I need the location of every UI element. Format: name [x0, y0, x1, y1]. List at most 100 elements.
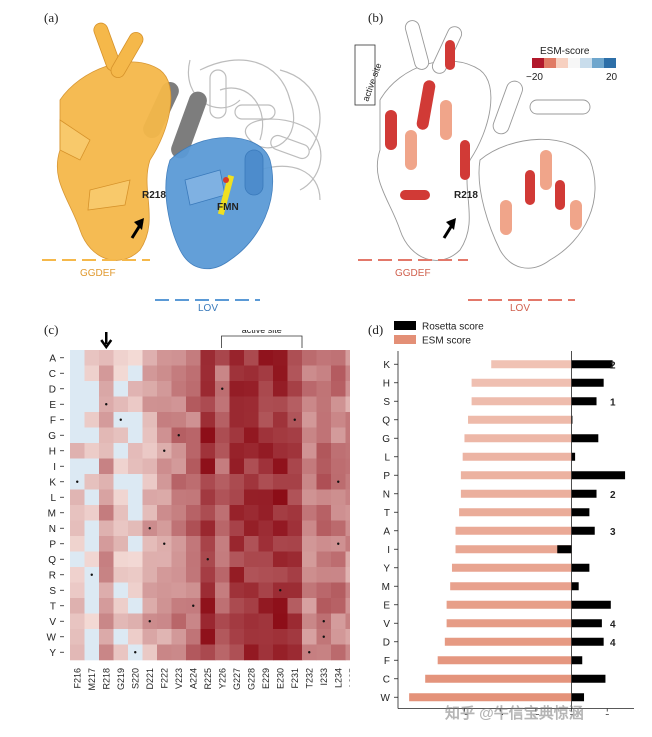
bar-annotation: 4 [610, 638, 616, 649]
heatmap-cell [316, 350, 332, 366]
heatmap-cell [142, 629, 158, 645]
heatmap-cell [229, 644, 245, 661]
heatmap-cell [70, 598, 85, 614]
bar-xtick-label: -2 [532, 713, 540, 716]
heatmap-cell [331, 613, 346, 630]
heatmap-cell [331, 582, 346, 599]
heatmap-dot [337, 480, 340, 483]
heatmap-cell [229, 613, 245, 630]
heatmap-cell [186, 520, 201, 537]
heatmap-cell [258, 489, 274, 506]
heatmap-cell [142, 582, 158, 599]
bar-chart: Rosetta score ESM score KHSQGLPNTAIYMEVDFC… [381, 321, 634, 716]
heatmap-cell [244, 505, 259, 521]
heatmap-cell [171, 644, 187, 661]
heatmap-cell [70, 551, 85, 568]
heatmap-cell [345, 350, 350, 366]
heatmap-cell [302, 613, 317, 630]
heatmap-cell [215, 396, 230, 413]
esm-bar [460, 471, 572, 480]
heatmap-cell [70, 613, 85, 630]
heatmap-xlabel: R225 [203, 668, 213, 690]
residue-label-a: R218 [142, 190, 166, 201]
heatmap-cell [345, 458, 350, 475]
heatmap-cell [157, 427, 172, 444]
heatmap-cell [84, 582, 100, 599]
heatmap-cell [200, 443, 216, 459]
heatmap-cell [113, 474, 129, 490]
heatmap-cell [84, 350, 100, 366]
heatmap-cell [157, 567, 172, 583]
heatmap-xlabel: F231 [290, 668, 300, 689]
heatmap-cell [99, 505, 114, 521]
esm-bar [471, 378, 572, 387]
rosetta-bar [571, 397, 597, 406]
b-red-patches [385, 40, 565, 210]
heatmap-cell [258, 381, 274, 397]
heatmap-cell [258, 629, 274, 645]
heatmap-cell [128, 396, 143, 413]
heatmap-xlabel: R218 [101, 668, 111, 690]
heatmap-cell [186, 613, 201, 630]
colorbar-title: ESM-score [540, 46, 590, 57]
heatmap-xlabel: G228 [246, 668, 256, 690]
heatmap-cell [244, 458, 259, 475]
heatmap-cell [345, 427, 350, 444]
heatmap-cell [142, 567, 158, 583]
heatmap-cell [142, 350, 158, 366]
rosetta-bar [571, 693, 585, 702]
panel-b-structure: active site R218 ESM-score −20 20 GGDEF [354, 20, 618, 301]
heatmap-cell [70, 443, 85, 459]
heatmap-cell [345, 365, 350, 382]
esm-bar [437, 656, 572, 665]
heatmap-cell [302, 598, 317, 614]
heatmap-cell [99, 582, 114, 599]
rosetta-bar [571, 434, 599, 443]
heatmap-cell [258, 567, 274, 583]
heatmap-cell [171, 505, 187, 521]
ggdef-label-b: GGDEF [395, 268, 431, 279]
heatmap-cell [171, 629, 187, 645]
heatmap-cell [244, 350, 259, 366]
heatmap-cell [99, 458, 114, 475]
heatmap-cell [244, 613, 259, 630]
heatmap-cell [244, 629, 259, 645]
bar-annotation: 2 [610, 360, 616, 371]
heatmap-xlabel: I233 [319, 668, 329, 686]
heatmap-cell [287, 505, 303, 521]
heatmap-cell [99, 474, 114, 490]
heatmap-cell [331, 365, 346, 382]
heatmap-cell [142, 412, 158, 428]
heatmap-cell [157, 644, 172, 661]
heatmap-cell [316, 582, 332, 599]
esm-bar [468, 415, 572, 424]
heatmap-cell [331, 567, 346, 583]
heatmap-cell [244, 474, 259, 490]
heatmap-ylabel: K [49, 477, 56, 488]
heatmap-cell [331, 458, 346, 475]
arrow-icon [130, 218, 144, 239]
heatmap-cell [244, 489, 259, 506]
heatmap-cell [316, 505, 332, 521]
heatmap-cell [142, 458, 158, 475]
down-arrow-icon [100, 332, 113, 350]
heatmap-cell [142, 365, 158, 382]
heatmap-cell [273, 489, 288, 506]
heatmap-cell [171, 474, 187, 490]
heatmap-cell [113, 427, 129, 444]
colorbar-max: 20 [606, 72, 618, 83]
heatmap-cell [345, 412, 350, 428]
heatmap-cell [99, 381, 114, 397]
heatmap-cell [215, 520, 230, 537]
heatmap-cell [244, 520, 259, 537]
bar-xtick-label: -4 [496, 713, 504, 716]
heatmap-cell [302, 567, 317, 583]
bar-category-label: A [383, 526, 390, 537]
heatmap-cell [331, 396, 346, 413]
heatmap-cell [273, 520, 288, 537]
heatmap-dot [293, 418, 296, 421]
heatmap-cell [128, 551, 143, 568]
esm-bar [446, 600, 572, 609]
heatmap-cell [113, 613, 129, 630]
heatmap-cell [287, 474, 303, 490]
